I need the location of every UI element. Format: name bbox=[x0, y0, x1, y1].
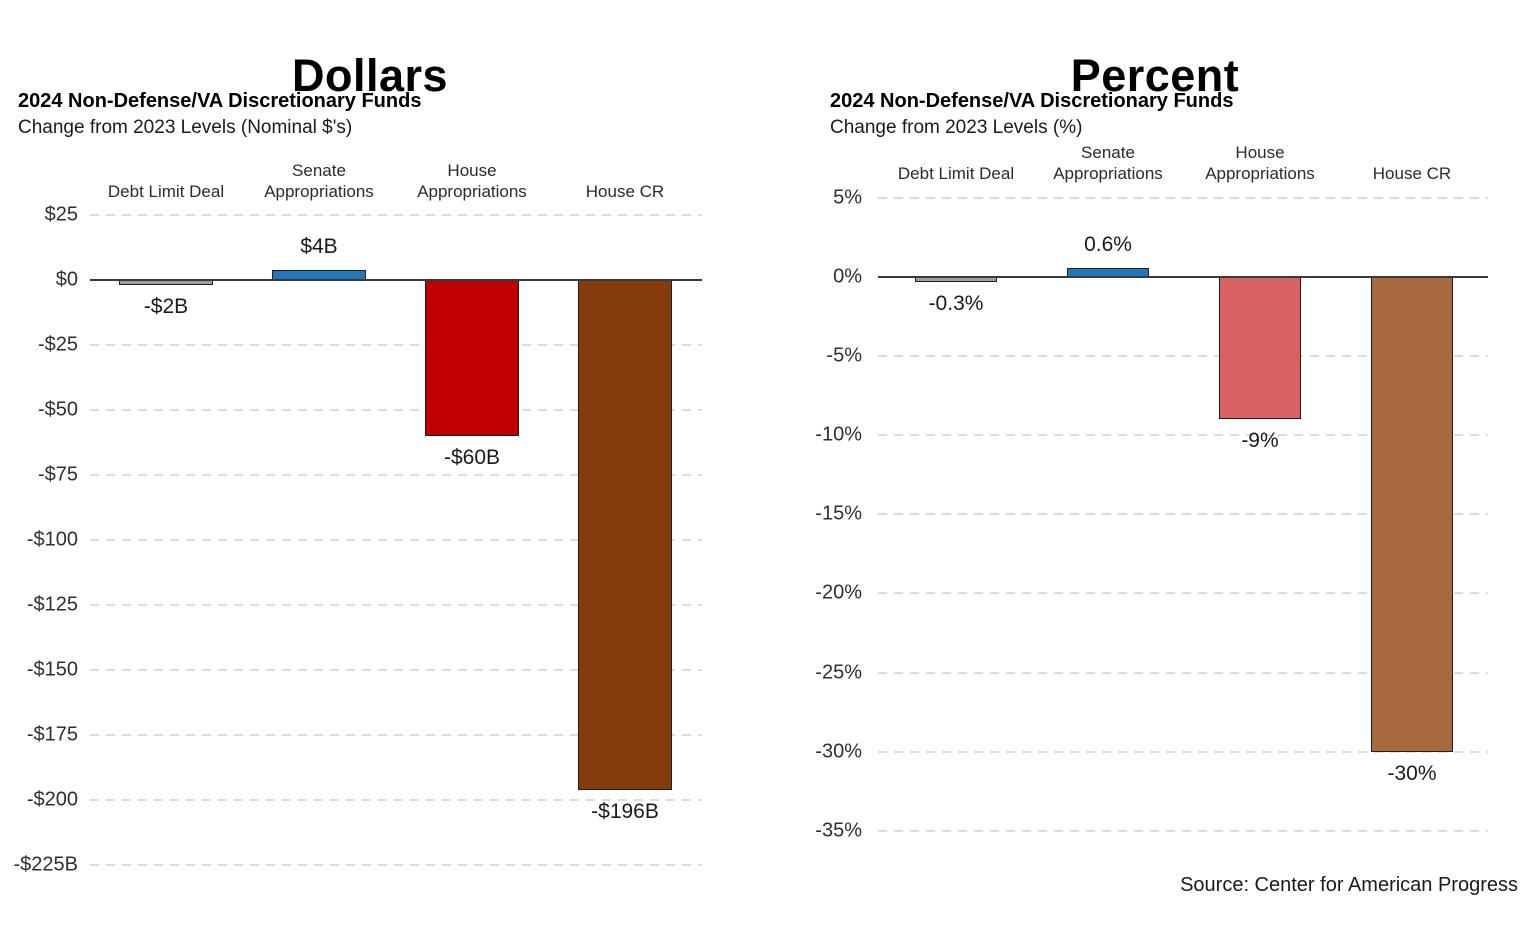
gridline bbox=[878, 355, 1488, 358]
y-tick-label: -$50 bbox=[37, 398, 78, 421]
y-tick-label: -$75 bbox=[37, 463, 78, 486]
category-label-house-cr: House CR bbox=[1372, 164, 1452, 183]
bar-house-appropriations bbox=[1219, 277, 1301, 420]
gridline bbox=[878, 434, 1488, 437]
y-tick-label: -20% bbox=[815, 581, 862, 604]
y-tick-label: -$125 bbox=[26, 593, 78, 616]
category-label-senate-appropriations: Senate Appropriations bbox=[1053, 143, 1163, 183]
y-tick-label: -$150 bbox=[26, 658, 78, 681]
bar-house-appropriations bbox=[425, 280, 519, 436]
plot-area-percent: 5% 0% -5% -10% -15% -20% -25% -30% -35% Debt Limi… bbox=[768, 0, 1536, 939]
gridline bbox=[878, 671, 1488, 674]
y-tick-label: -15% bbox=[815, 502, 862, 525]
category-label-house-cr: House CR bbox=[585, 182, 665, 201]
y-tick-label: $0 bbox=[55, 268, 78, 291]
y-tick-label: -5% bbox=[826, 344, 862, 367]
chart-title-percent: Percent bbox=[1070, 50, 1240, 102]
category-label-debt-limit-deal: Debt Limit Deal bbox=[897, 164, 1015, 183]
bar-house-cr bbox=[578, 280, 672, 790]
zero-axis-line bbox=[90, 279, 702, 281]
y-tick-label: 5% bbox=[833, 186, 862, 209]
chart-panel-dollars: Dollars 2024 Non-Defense/VA Discretionar… bbox=[13, 50, 702, 876]
gridline bbox=[90, 799, 702, 801]
category-label-house-appropriations: House Appropriations bbox=[1205, 143, 1315, 183]
y-tick-label: $25 bbox=[44, 203, 78, 226]
gridline bbox=[90, 344, 702, 346]
gridline bbox=[878, 513, 1488, 516]
value-label: -$60B bbox=[443, 446, 501, 469]
gridline bbox=[90, 734, 702, 736]
gridline bbox=[90, 864, 702, 866]
y-tick-label: 0% bbox=[833, 265, 862, 288]
y-tick-label: -$225B bbox=[13, 853, 79, 876]
value-label: -30% bbox=[1387, 761, 1437, 785]
gridline bbox=[878, 750, 1488, 753]
y-tick-label: -35% bbox=[815, 819, 862, 842]
gridline bbox=[878, 829, 1488, 832]
gridline bbox=[90, 409, 702, 411]
gridline bbox=[90, 214, 702, 216]
y-tick-label: -$100 bbox=[26, 528, 78, 551]
chart-subtitle-bold: 2024 Non-Defense/VA Discretionary Funds bbox=[18, 90, 422, 112]
y-tick-label: -$25 bbox=[37, 333, 78, 356]
chart-panel-percent: Percent 2024 Non-Defense/VA Discretionar… bbox=[768, 0, 1536, 939]
gridline bbox=[90, 474, 702, 476]
y-tick-label: -$200 bbox=[26, 788, 78, 811]
gridline bbox=[878, 196, 1488, 199]
chart-subtitle-bold: 2024 Non-Defense/VA Discretionary Funds bbox=[830, 90, 1234, 112]
value-label: 0.6% bbox=[1084, 232, 1132, 256]
chart-subtitle: Change from 2023 Levels (%) bbox=[830, 117, 1083, 138]
gridline bbox=[90, 604, 702, 606]
y-tick-label: -30% bbox=[815, 740, 862, 763]
plot-area-dollars: $25 $0 -$25 -$50 -$75 -$100 -$125 -$150 -$175 -$2… bbox=[13, 161, 702, 876]
chart-title-dollars: Dollars bbox=[291, 50, 449, 102]
category-label-senate-appropriations: Senate Appropriations bbox=[264, 161, 374, 201]
value-label: -9% bbox=[1241, 429, 1279, 453]
y-tick-label: -$175 bbox=[26, 723, 78, 746]
value-label: -0.3% bbox=[928, 291, 984, 315]
gridline bbox=[90, 669, 702, 671]
y-tick-label: -10% bbox=[815, 423, 862, 446]
gridline bbox=[90, 539, 702, 541]
chart-subtitle: Change from 2023 Levels (Nominal $'s) bbox=[18, 117, 353, 138]
gridline bbox=[878, 592, 1488, 595]
source-note: Source: Center for American Progress bbox=[1180, 874, 1518, 896]
category-label-house-appropriations: House Appropriations bbox=[417, 161, 527, 201]
y-tick-label: -25% bbox=[815, 661, 862, 683]
category-label-debt-limit-deal: Debt Limit Deal bbox=[107, 182, 225, 201]
zero-axis-line bbox=[878, 276, 1488, 278]
value-label: -$2B bbox=[143, 295, 189, 319]
value-label: -$196B bbox=[591, 799, 659, 823]
bar-house-cr bbox=[1371, 277, 1453, 752]
value-label: $4B bbox=[300, 234, 338, 258]
